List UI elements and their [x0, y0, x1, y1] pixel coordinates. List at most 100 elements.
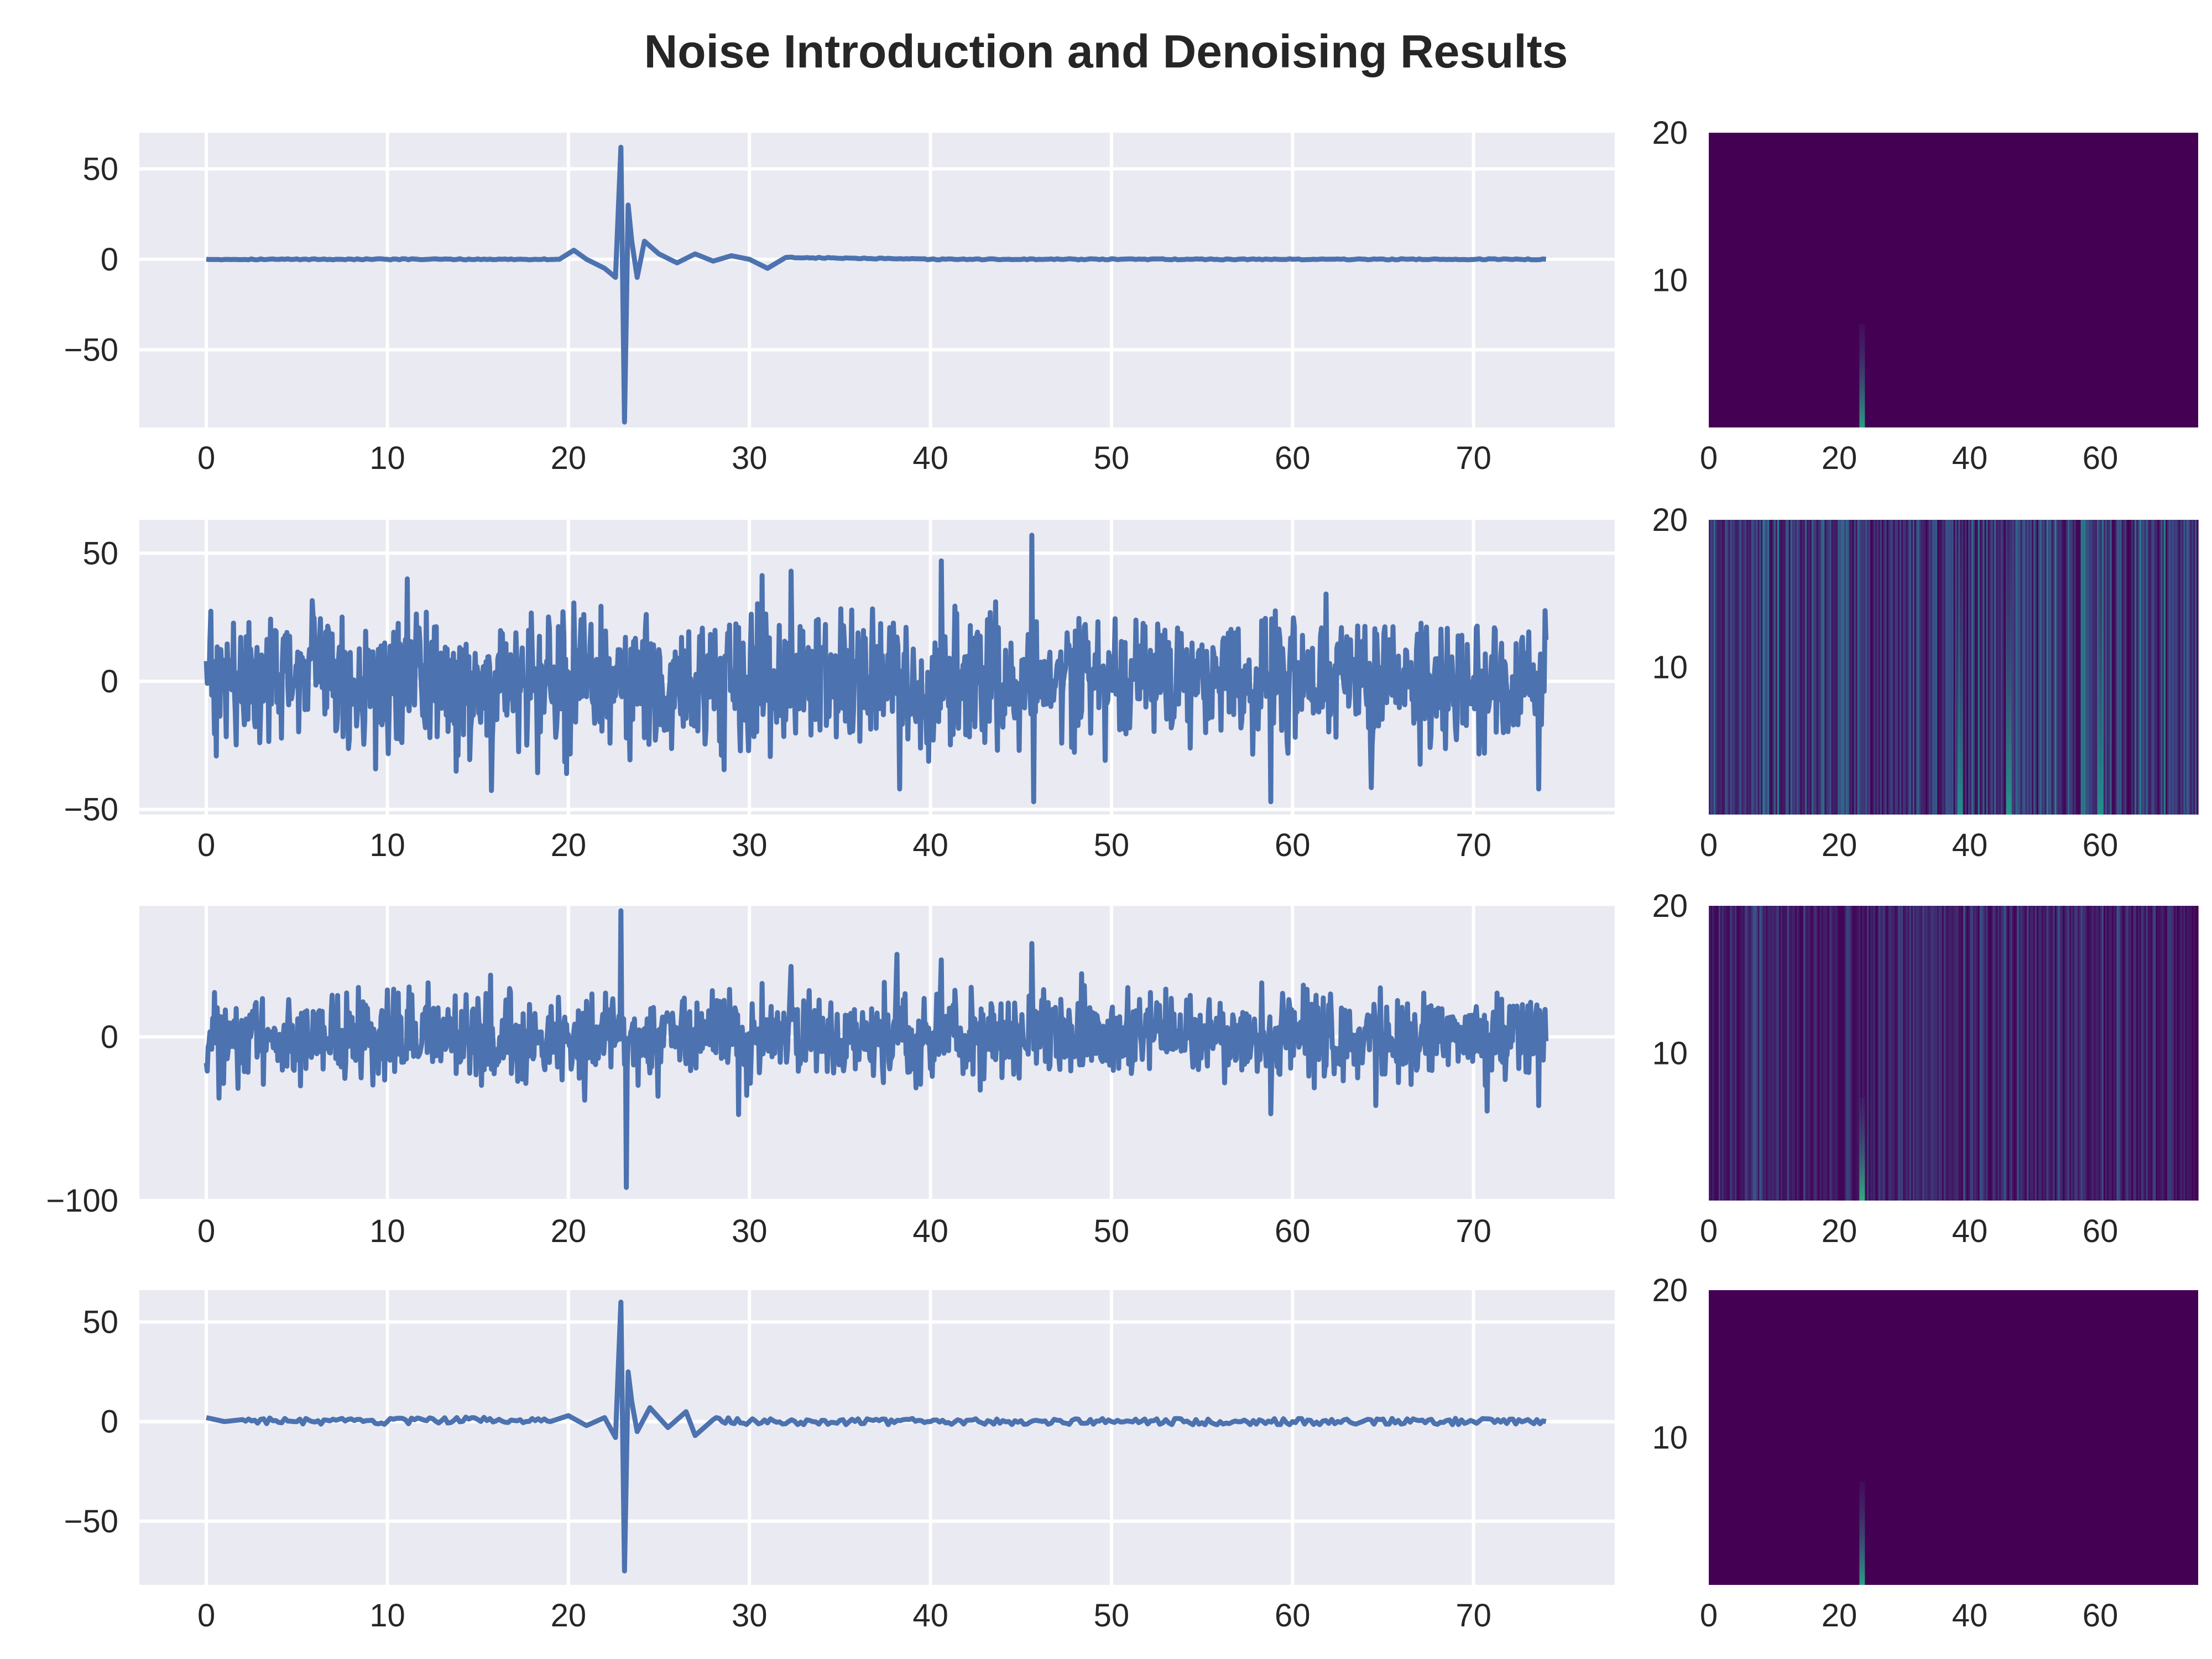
x-tick-label: 60 — [1275, 440, 1311, 476]
spectrogram-column — [1721, 520, 1724, 815]
spectrogram-hotspot — [1859, 1481, 1865, 1585]
spectrogram-column — [1744, 906, 1747, 1201]
x-tick-label: 40 — [912, 440, 948, 476]
spectrogram-column — [2146, 520, 2148, 815]
spectrogram-column — [2068, 520, 2070, 815]
spectrogram-column — [1860, 906, 1863, 1201]
spectrogram-column — [1802, 520, 1804, 815]
spectrogram-column — [2164, 906, 2166, 1201]
spectrogram-column — [2027, 520, 2029, 815]
y-tick-label: 50 — [82, 151, 118, 187]
spectrogram-column — [2001, 906, 2003, 1201]
spectrogram-column — [1757, 520, 1760, 815]
x-tick-label: 50 — [1094, 440, 1130, 476]
spectrogram-column — [1896, 520, 1898, 815]
spectrogram-column — [1973, 520, 1975, 815]
spectrogram-column — [1900, 906, 1902, 1201]
spectrogram-column — [1945, 520, 1948, 815]
spectrogram-column — [1865, 906, 1867, 1201]
spectrogram-column — [1775, 906, 1778, 1201]
x-tick-label: 70 — [1455, 1598, 1491, 1634]
spectrogram-column — [2080, 520, 2083, 815]
y-tick-label: 0 — [101, 242, 118, 278]
spectrogram-column — [2125, 520, 2127, 815]
spectrogram-column — [1978, 906, 1980, 1201]
spectrogram-column — [1929, 906, 1931, 1201]
spectrogram-column — [1880, 906, 1882, 1201]
spectrogram-column — [2010, 906, 2013, 1201]
spectrogram-column — [1929, 520, 1931, 815]
spectrogram-column — [1834, 906, 1837, 1201]
spectrogram-column — [1924, 906, 1926, 1201]
spectrogram-column — [1914, 520, 1917, 815]
spectrogram-column — [2173, 520, 2176, 815]
spectrogram-column — [2108, 906, 2111, 1201]
spectrogram-column — [1712, 906, 1714, 1201]
x-tick-label: 0 — [197, 827, 215, 863]
spectrogram-column — [1761, 906, 1763, 1201]
spectrogram-column — [2075, 906, 2078, 1201]
spectrogram-column — [2177, 520, 2179, 815]
spectrogram-column — [2113, 906, 2116, 1201]
spectrogram-column — [1878, 906, 1881, 1201]
spectrogram-column — [2149, 906, 2152, 1201]
spectrogram-column — [2182, 520, 2184, 815]
spectrogram-column — [1953, 906, 1956, 1201]
spectrogram-column — [1900, 520, 1902, 815]
spectrogram-column — [2108, 520, 2111, 815]
spectrogram-column — [1816, 520, 1819, 815]
spectrogram-column — [2013, 906, 2016, 1201]
spectrogram-column — [1855, 906, 1858, 1201]
spectrogram-column — [2035, 520, 2037, 815]
spectrogram-hotspot — [1957, 520, 1963, 815]
spectrogram-column — [1829, 906, 1832, 1201]
spectrogram-column — [1888, 906, 1891, 1201]
spectrogram-column — [2190, 906, 2192, 1201]
spectrogram-column — [1814, 906, 1817, 1201]
spectrogram-column — [2038, 520, 2041, 815]
spectrogram-column — [1883, 906, 1886, 1201]
spectrogram-column — [1824, 520, 1827, 815]
spectrogram-column — [2030, 520, 2032, 815]
spectrogram-column — [1790, 906, 1793, 1201]
spectrogram-column — [1735, 906, 1737, 1201]
spectrogram-column — [2049, 520, 2052, 815]
spectrogram-column — [1733, 906, 1735, 1201]
spectrogram-column — [1756, 906, 1759, 1201]
signal-series-line — [204, 908, 1549, 1190]
x-tick-label: 0 — [1700, 827, 1718, 863]
spectrogram-background — [1709, 133, 2198, 427]
spectrogram-column — [2066, 906, 2068, 1201]
spectrogram-column — [2051, 520, 2054, 815]
spectrogram-column — [1780, 906, 1783, 1201]
spectrogram-column — [1872, 906, 1874, 1201]
spectrogram-column — [2038, 906, 2041, 1201]
spectrogram-column — [2039, 906, 2042, 1201]
x-tick-label: 60 — [2083, 440, 2119, 476]
spectrogram-column — [2079, 906, 2081, 1201]
spectrogram-column — [2084, 520, 2086, 815]
spectrogram-column — [2012, 906, 2015, 1201]
spectrogram-column — [1807, 906, 1809, 1201]
spectrogram-column — [2170, 906, 2173, 1201]
spectrogram-column — [1728, 906, 1730, 1201]
spectrogram-column — [1936, 906, 1938, 1201]
spectrogram-column — [1783, 520, 1786, 815]
spectrogram-column — [2110, 906, 2112, 1201]
spectrogram-column — [2084, 906, 2086, 1201]
spectrogram-column — [2128, 906, 2130, 1201]
spectrogram-column — [1945, 906, 1948, 1201]
spectrogram-column — [1997, 520, 2000, 815]
spectrogram-column — [1798, 520, 1801, 815]
spectrogram-column — [2154, 520, 2156, 815]
spectrogram-column — [2046, 906, 2049, 1201]
spectrogram-column — [1965, 906, 1967, 1201]
spectrogram-column — [1987, 520, 1990, 815]
spectrogram-column — [1808, 520, 1811, 815]
spectrogram-column — [2137, 906, 2140, 1201]
y-tick-label: 10 — [1652, 1036, 1688, 1072]
spectrogram-column — [2159, 520, 2161, 815]
spectrogram-column — [2118, 906, 2120, 1201]
spectrogram-column — [2105, 520, 2107, 815]
